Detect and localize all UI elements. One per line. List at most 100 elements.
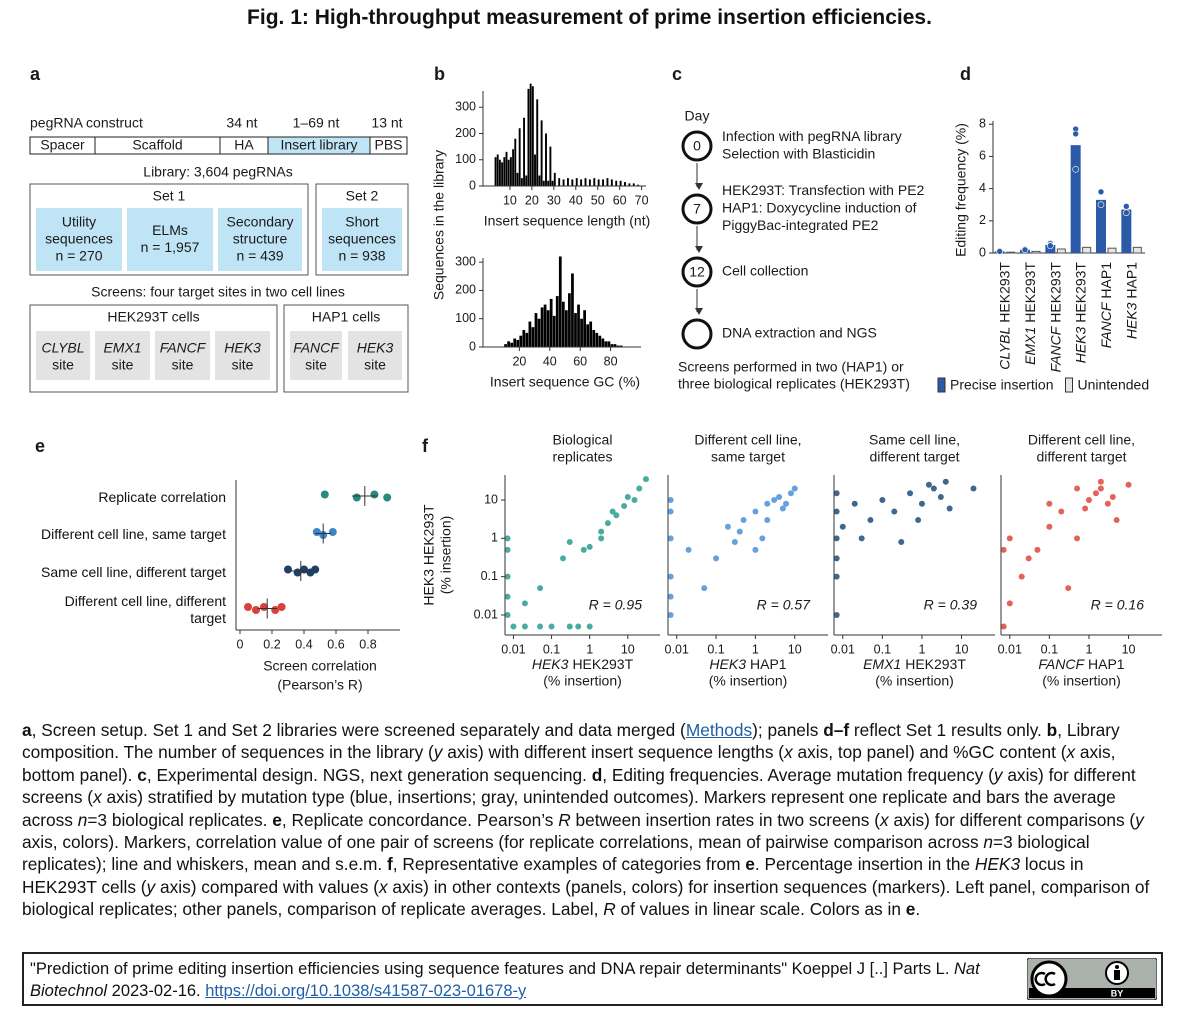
x-tick-label: 60 <box>613 193 627 207</box>
scatter-point <box>598 528 605 535</box>
scatter-point <box>613 512 620 519</box>
histogram-bar <box>509 157 512 186</box>
histogram-bar <box>613 344 617 347</box>
x-label-cell: HEK293T <box>572 656 633 672</box>
scatter-point <box>930 485 937 492</box>
caption-run: axis) for different comparisons ( <box>888 809 1136 830</box>
set-item <box>218 208 302 271</box>
x-tick-label: 10 <box>621 642 635 656</box>
y-tick-label: 0.01 <box>474 607 498 621</box>
histogram-bar <box>597 179 600 186</box>
scatter-point <box>1025 555 1032 562</box>
y-axis-label: HEK3 HEK293T <box>421 504 437 606</box>
citation-text: "Prediction of prime editing insertion e… <box>30 960 954 978</box>
scatter-point <box>566 623 573 630</box>
step-text: HEK293T: Transfection with PE2 <box>722 182 925 198</box>
scatter-point <box>1058 508 1065 515</box>
scatter-point <box>764 500 771 507</box>
y-tick-label: 300 <box>455 100 476 114</box>
y-tick-label: 100 <box>455 152 476 166</box>
scatter-point <box>521 600 528 607</box>
x-tick-label: HEK3 HEK293T <box>1072 262 1088 364</box>
set-name: Set 2 <box>346 188 379 204</box>
x-tick-label: 0.1 <box>543 642 560 656</box>
site-word: site <box>112 357 134 373</box>
length-label: 1–69 nt <box>293 115 340 131</box>
x-axis-label-unit: (% insertion) <box>709 673 788 689</box>
correlation-point <box>383 493 392 502</box>
step-day: 0 <box>693 138 701 154</box>
histogram-bar <box>602 179 605 186</box>
part-label: HA <box>234 137 254 153</box>
cell-line-name: HEK293T cells <box>107 309 199 325</box>
scatter-point <box>1074 535 1081 542</box>
histogram-bar <box>527 88 530 186</box>
caption-run: e <box>272 809 282 830</box>
scatter-point <box>898 539 905 546</box>
license-label: BY <box>1111 988 1124 998</box>
x-axis-label: Insert sequence GC (%) <box>490 374 640 390</box>
bar <box>1006 251 1016 254</box>
histogram-bar <box>531 86 534 186</box>
caption: a, Screen setup. Set 1 and Set 2 librari… <box>22 719 1162 921</box>
x-tick-label: 1 <box>918 642 925 656</box>
citation-journal: Nat Biotechnol <box>30 960 980 1000</box>
screens-label: Screens: four target sites in two cell l… <box>91 284 345 300</box>
x-axis-label: HEK3 HAP1 <box>709 656 786 672</box>
x-tick-label: 80 <box>604 354 618 368</box>
histogram-bar <box>619 180 622 186</box>
histogram-bar <box>520 178 523 186</box>
by-head <box>1115 965 1119 969</box>
caption-run: , Library composition. The number of seq… <box>22 720 1120 763</box>
scatter-point <box>636 485 643 492</box>
histogram-bar <box>632 183 635 186</box>
site-cell <box>155 331 210 380</box>
x-axis-label: Insert sequence length (nt) <box>484 213 651 229</box>
caption-run: e <box>745 854 755 875</box>
scatter-point <box>504 573 511 580</box>
x-tick-label: 10 <box>503 193 517 207</box>
caption-run: axis, colors). Markers, correlation valu… <box>22 832 984 853</box>
histogram-bar <box>562 179 565 186</box>
citation-date: 2023-02-16. <box>107 982 206 1000</box>
scatter-point <box>667 508 674 515</box>
step-text: Cell collection <box>722 263 808 279</box>
scatter-point <box>787 490 794 497</box>
replicate-dot <box>1097 188 1105 196</box>
histogram-bar <box>494 157 497 186</box>
site-word: site <box>52 357 74 373</box>
y-tick-label: 200 <box>455 283 476 297</box>
step-day: 7 <box>693 201 701 217</box>
scatter-point <box>685 546 692 553</box>
category-gene: EMX1 <box>1022 327 1038 365</box>
histogram-bar <box>565 310 568 347</box>
scatter-point <box>776 493 783 500</box>
panel-title: different target <box>869 449 959 465</box>
citation-doi[interactable]: https://doi.org/10.1038/s41587-023-01678… <box>205 982 527 1000</box>
note-text: three biological replicates (HEK293T) <box>678 376 910 392</box>
citation-box: "Prediction of prime editing insertion e… <box>22 952 1163 1006</box>
histogram-bar <box>496 154 499 186</box>
replicate-dot <box>1123 209 1130 217</box>
scatter-point <box>833 490 840 497</box>
x-tick-label: 0 <box>237 637 244 651</box>
caption-run: R <box>603 899 616 920</box>
scatter-point <box>724 523 731 530</box>
x-tick-label: 10 <box>788 642 802 656</box>
panel-title: Different cell line, <box>694 432 801 448</box>
histogram-bar <box>575 178 578 186</box>
caption-run: axis) with different insert sequence len… <box>442 742 785 763</box>
histogram-bar <box>553 172 556 186</box>
histogram-bar <box>519 335 523 347</box>
caption-run[interactable]: Methods <box>685 720 753 740</box>
scatter-point <box>937 493 944 500</box>
caption-run: between insertion rates in two screens ( <box>570 809 881 830</box>
x-tick-label: 0.1 <box>1041 642 1058 656</box>
y-tick-label: 300 <box>455 254 476 268</box>
scatter-point <box>537 585 544 592</box>
y-tick-label: 1 <box>491 531 498 545</box>
scatter-point <box>759 535 766 542</box>
scatter-point <box>667 593 674 600</box>
step-circle <box>681 130 713 162</box>
figure: a b c d e f pegRNA construct 34 nt 1–69 nt 13 nt S… <box>29 64 1162 693</box>
